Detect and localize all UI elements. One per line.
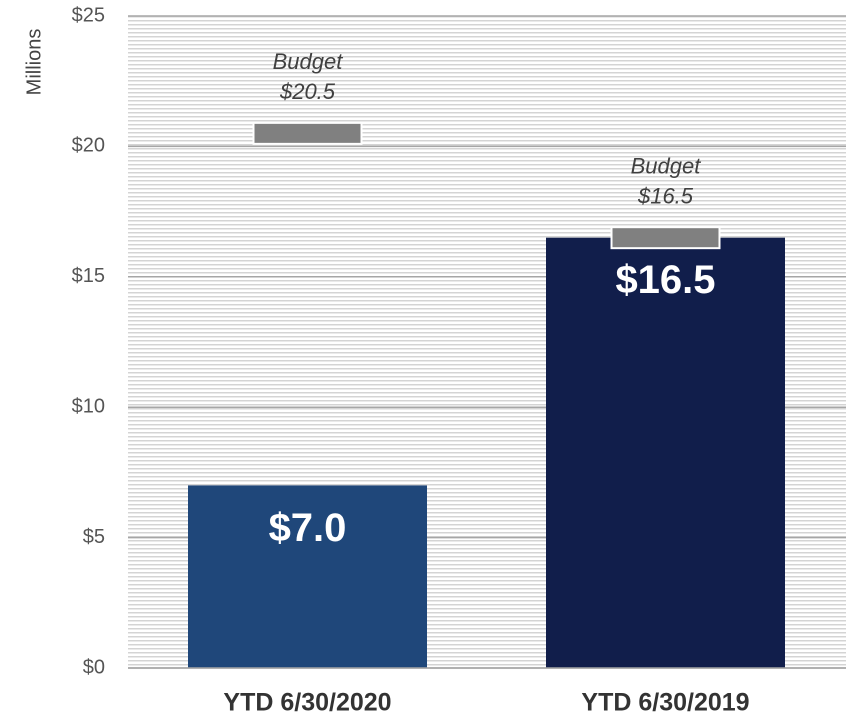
x-tick-label: YTD 6/30/2019 — [581, 689, 749, 717]
budget-marker — [610, 226, 721, 250]
y-tick-label: $25 — [72, 4, 105, 26]
y-tick-label: $0 — [83, 656, 105, 678]
value-label: $7.0 — [269, 506, 347, 550]
y-tick-label: $15 — [72, 265, 105, 287]
y-tick-label: $10 — [72, 395, 105, 417]
y-tick-label: $20 — [72, 135, 105, 157]
value-label: $16.5 — [615, 258, 715, 302]
budget-label: Budget — [631, 153, 702, 178]
budget-label: Budget — [273, 49, 344, 74]
y-axis-label: Millions — [23, 29, 45, 96]
bar — [188, 485, 427, 668]
x-tick-label: YTD 6/30/2020 — [223, 689, 391, 717]
bar — [546, 237, 785, 668]
budget-marker — [252, 121, 363, 145]
budget-value-label: $16.5 — [637, 183, 694, 208]
budget-value-label: $20.5 — [279, 79, 336, 104]
y-tick-label: $5 — [83, 526, 105, 548]
